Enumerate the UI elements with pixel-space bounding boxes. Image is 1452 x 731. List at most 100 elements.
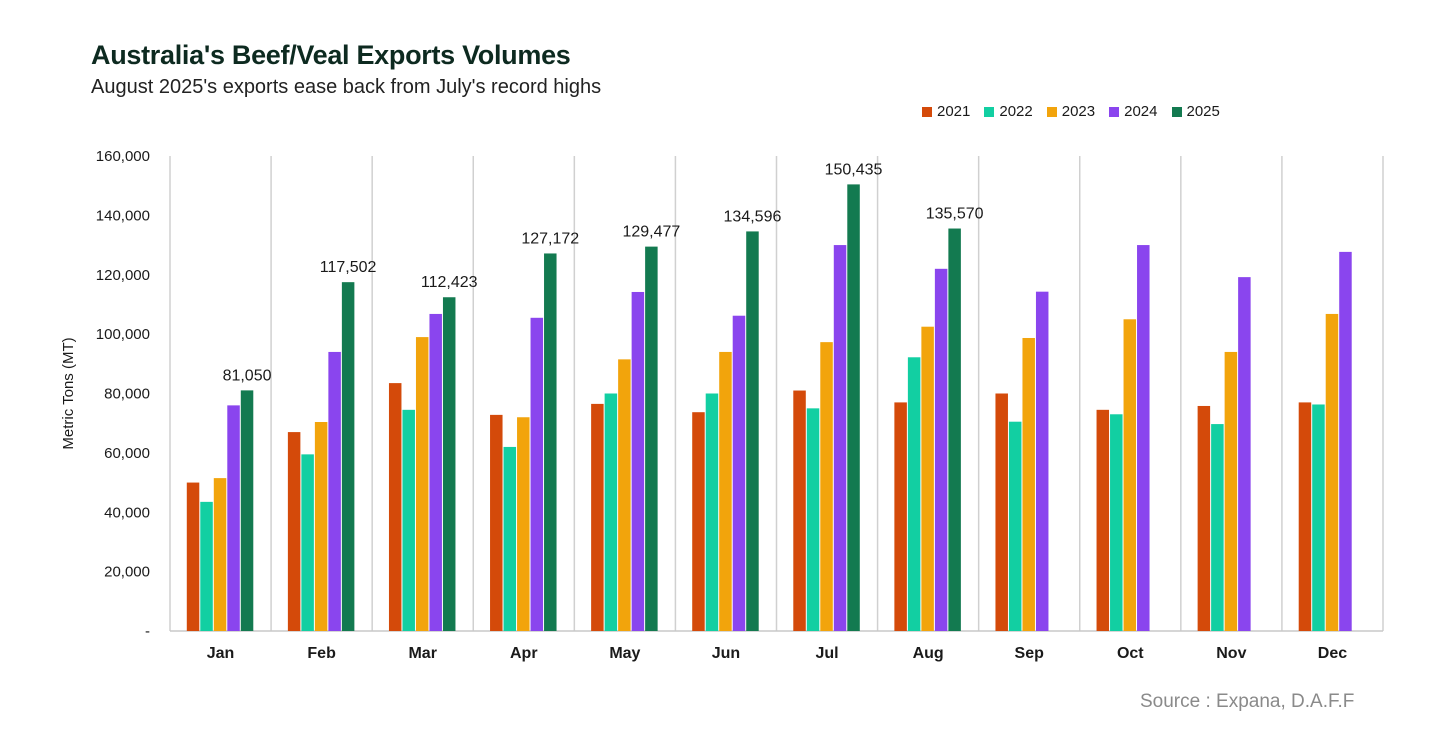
bar-2021-may xyxy=(591,403,604,631)
chart-title: Australia's Beef/Veal Exports Volumes xyxy=(91,40,571,70)
bar-2021-nov xyxy=(1197,405,1211,631)
x-tick-label: May xyxy=(609,645,640,662)
bar-2023-nov xyxy=(1224,351,1238,631)
bar-2023-feb xyxy=(314,422,328,631)
bar-2025-apr xyxy=(544,253,557,631)
bar-2023-aug xyxy=(921,326,934,631)
x-tick-label: Dec xyxy=(1318,645,1347,662)
legend-swatch-2024 xyxy=(1109,106,1120,117)
x-tick-label: Mar xyxy=(408,645,436,662)
bar-2023-jul xyxy=(820,342,833,631)
bar-2021-jan xyxy=(186,482,200,631)
y-tick-label: 140,000 xyxy=(96,207,150,224)
x-tick-label: Jul xyxy=(815,645,838,662)
bar-2025-jul xyxy=(847,184,860,631)
bar-2023-apr xyxy=(517,417,530,631)
bar-2025-jan xyxy=(240,390,254,631)
bar-2021-feb xyxy=(287,432,301,631)
bar-2022-mar xyxy=(402,409,415,631)
bar-2025-jun xyxy=(746,231,759,631)
bar-2022-jan xyxy=(200,501,213,631)
bar-2023-dec xyxy=(1325,313,1339,631)
y-axis-label: Metric Tons (MT) xyxy=(60,337,77,449)
data-label: 129,477 xyxy=(622,224,680,241)
y-tick-label: 40,000 xyxy=(104,504,150,521)
y-tick-label: 80,000 xyxy=(104,386,150,403)
bar-2021-sep xyxy=(995,393,1008,631)
bar-2022-aug xyxy=(907,357,921,631)
x-tick-label: Sep xyxy=(1015,645,1045,662)
bar-2024-sep xyxy=(1035,291,1049,631)
bar-2021-jul xyxy=(793,390,806,631)
data-label: 117,502 xyxy=(320,259,377,276)
data-label: 127,172 xyxy=(521,230,579,247)
x-tick-label: Apr xyxy=(510,645,538,662)
data-label: 112,423 xyxy=(421,274,478,291)
data-label: 134,596 xyxy=(724,208,782,225)
legend-label-2023: 2023 xyxy=(1061,103,1096,120)
legend-swatch-2021 xyxy=(922,106,932,117)
x-tick-label: Jan xyxy=(207,645,235,662)
bar-2022-apr xyxy=(503,446,517,631)
bar-2022-nov xyxy=(1211,424,1224,631)
y-tick-label: 20,000 xyxy=(104,564,150,581)
y-tick-label: 60,000 xyxy=(104,445,150,462)
bar-2024-oct xyxy=(1137,245,1150,631)
bar-2024-apr xyxy=(530,317,544,631)
bar-2022-feb xyxy=(301,454,314,631)
legend-label-2024: 2024 xyxy=(1124,103,1158,120)
y-tick-label: 100,000 xyxy=(96,326,150,343)
bar-2022-oct xyxy=(1110,414,1123,631)
bar-2021-apr xyxy=(490,414,503,631)
bar-2022-jul xyxy=(806,408,820,631)
bar-2021-oct xyxy=(1096,409,1110,631)
bar-2024-nov xyxy=(1238,277,1251,631)
legend-swatch-2023 xyxy=(1046,106,1057,117)
legend-label-2021: 2021 xyxy=(937,103,971,120)
y-tick-label: - xyxy=(145,623,150,640)
data-label: 81,050 xyxy=(223,367,272,384)
bar-2023-may xyxy=(618,359,631,631)
legend-swatch-2025 xyxy=(1171,106,1182,117)
x-tick-label: Nov xyxy=(1216,645,1246,662)
x-tick-label: Feb xyxy=(307,645,336,662)
bar-2023-jun xyxy=(719,351,732,631)
data-label: 150,435 xyxy=(825,161,883,178)
legend-item-2023: 2023 xyxy=(1046,103,1096,120)
legend-item-2024: 2024 xyxy=(1109,103,1158,120)
y-tick-label: 160,000 xyxy=(96,148,150,165)
bar-2021-aug xyxy=(894,402,907,631)
bar-2025-mar xyxy=(442,297,456,631)
source-note: Source : Expana, D.A.F.F xyxy=(1140,691,1355,712)
bar-2025-feb xyxy=(341,282,355,631)
legend-label-2025: 2025 xyxy=(1186,103,1220,120)
bar-2024-jan xyxy=(227,405,240,631)
chart-subtitle: August 2025's exports ease back from Jul… xyxy=(91,76,602,98)
bar-2024-feb xyxy=(328,351,341,631)
legend-item-2025: 2025 xyxy=(1171,103,1220,120)
bar-2023-sep xyxy=(1022,337,1035,631)
y-tick-label: 120,000 xyxy=(96,267,150,284)
bar-2024-aug xyxy=(934,268,948,631)
legend-item-2022: 2022 xyxy=(984,103,1033,120)
data-label: 135,570 xyxy=(926,206,984,223)
legend-item-2021: 2021 xyxy=(922,103,970,120)
bar-2023-mar xyxy=(415,337,429,631)
grid-layer xyxy=(169,156,1384,631)
bar-2023-oct xyxy=(1123,319,1137,631)
bar-2025-aug xyxy=(948,228,961,632)
bar-2021-jun xyxy=(692,412,705,631)
bar-2022-sep xyxy=(1008,421,1022,631)
legend: 2021 2022 2023 2024 2025 xyxy=(922,103,1234,120)
bar-2025-may xyxy=(645,246,658,631)
bar-2024-mar xyxy=(429,313,442,631)
x-tick-label: Aug xyxy=(913,645,944,662)
bar-2021-mar xyxy=(388,383,402,631)
bar-2021-dec xyxy=(1298,402,1312,631)
legend-swatch-2022 xyxy=(984,106,995,117)
x-tick-label: Jun xyxy=(712,645,740,662)
axis-layer: - 20,000 40,000 60,000 80,000 100,000 120,000 1… xyxy=(60,148,1383,662)
bar-2024-may xyxy=(631,291,645,631)
bar-2022-dec xyxy=(1312,404,1325,631)
